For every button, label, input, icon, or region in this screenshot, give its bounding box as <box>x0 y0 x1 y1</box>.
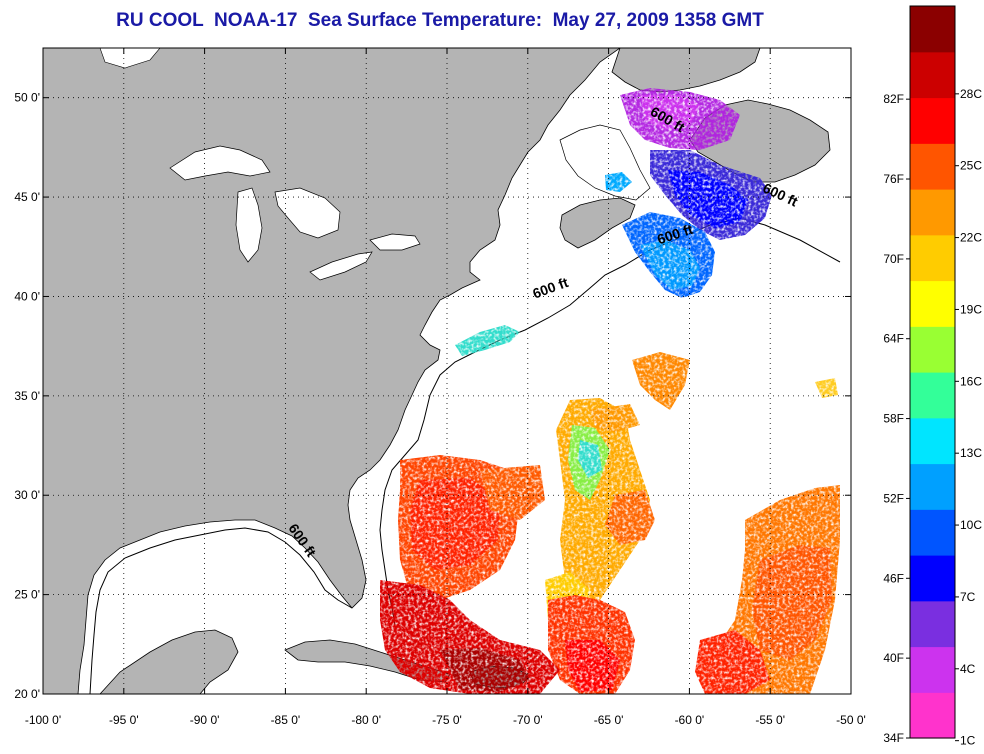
longitude-tick-label: -70 0' <box>513 713 543 727</box>
colorbar-celsius-label: 22C <box>960 231 982 245</box>
latitude-tick-label: 30 0' <box>14 488 40 502</box>
colorbar-swatch <box>910 189 955 236</box>
longitude-tick-label: -90 0' <box>190 713 220 727</box>
longitude-tick-label: -65 0' <box>594 713 624 727</box>
colorbar-celsius-label: 13C <box>960 446 982 460</box>
colorbar-celsius-label: 1C <box>960 734 976 748</box>
colorbar-fahrenheit-label: 40F <box>883 651 904 665</box>
colorbar-swatch <box>910 646 955 693</box>
great-lake-michigan <box>235 187 263 263</box>
colorbar-fahrenheit-label: 70F <box>883 252 904 266</box>
colorbar-swatch <box>910 692 955 739</box>
colorbar-swatch <box>910 463 955 510</box>
colorbar-swatch <box>910 280 955 327</box>
longitude-tick-labels: -100 0' -95 0' -90 0' -85 0' -80 0' -75 0' -70… <box>25 713 866 727</box>
latitude-tick-label: 40 0' <box>14 289 40 303</box>
great-lake-superior <box>169 145 271 181</box>
colorbar-celsius-label: 4C <box>960 662 976 676</box>
great-lake-erie <box>309 251 373 281</box>
sst-data-layer <box>380 88 840 694</box>
colorbar-fahrenheit-label: 64F <box>883 332 904 346</box>
colorbar-fahrenheit-label: 34F <box>883 731 904 745</box>
colorbar-swatch <box>910 6 955 53</box>
water-patch <box>99 48 161 69</box>
longitude-tick-label: -100 0' <box>25 713 61 727</box>
colorbar-fahrenheit-labels: 34F 40F 46F 52F 58F 64F 70F 76F 82F <box>883 92 910 745</box>
colorbar-swatch <box>910 97 955 144</box>
land-yucatan <box>99 629 239 694</box>
page-title: RU COOL NOAA-17 Sea Surface Temperature:… <box>116 10 764 31</box>
colorbar-fahrenheit-label: 76F <box>883 172 904 186</box>
colorbar-fahrenheit-label: 52F <box>883 491 904 505</box>
colorbar-swatch <box>910 372 955 419</box>
longitude-tick-label: -60 0' <box>675 713 705 727</box>
latitude-tick-label: 50 0' <box>14 91 40 105</box>
colorbar-celsius-label: 19C <box>960 302 982 316</box>
great-lake-huron <box>274 187 341 239</box>
colorbar-swatch <box>910 509 955 556</box>
land-north-america <box>43 48 621 694</box>
colorbar-celsius-label: 16C <box>960 374 982 388</box>
longitude-tick-label: -50 0' <box>836 713 866 727</box>
latitude-tick-label: 25 0' <box>14 588 40 602</box>
colorbar-swatch <box>910 326 955 373</box>
latitude-tick-labels: 20 0' 25 0' 30 0' 35 0' 40 0' 45 0' 50 0' <box>14 91 40 701</box>
colorbar-swatch <box>910 234 955 282</box>
colorbar-celsius-label: 25C <box>960 159 982 173</box>
colorbar-fahrenheit-label: 58F <box>883 412 904 426</box>
longitude-tick-label: -80 0' <box>351 713 381 727</box>
colorbar-swatch <box>910 143 955 190</box>
colorbar-frame <box>909 5 956 739</box>
longitude-tick-label: -55 0' <box>755 713 785 727</box>
map-axis-ticks <box>42 48 852 695</box>
latitude-tick-label: 35 0' <box>14 389 40 403</box>
colorbar-celsius-label: 7C <box>960 590 976 604</box>
latitude-tick-label: 20 0' <box>14 687 40 701</box>
colorbar-swatch <box>910 51 955 99</box>
longitude-tick-label: -75 0' <box>432 713 462 727</box>
temperature-colorbar <box>910 6 955 739</box>
colorbar-swatch <box>910 555 955 602</box>
land-labrador <box>611 48 761 93</box>
colorbar-celsius-labels: 1C 4C 7C 10C 13C 16C 19C 22C 25C 28C <box>955 87 982 748</box>
land-nova-scotia <box>559 197 636 249</box>
colorbar-fahrenheit-label: 82F <box>883 92 904 106</box>
colorbar-celsius-label: 10C <box>960 518 982 532</box>
colorbar-fahrenheit-label: 46F <box>883 571 904 585</box>
colorbar-swatch <box>910 417 955 465</box>
longitude-tick-label: -85 0' <box>271 713 301 727</box>
colorbar-celsius-label: 28C <box>960 87 982 101</box>
latitude-tick-label: 45 0' <box>14 190 40 204</box>
longitude-tick-label: -95 0' <box>109 713 139 727</box>
colorbar-swatch <box>910 600 955 648</box>
great-lake-ontario <box>369 233 421 251</box>
